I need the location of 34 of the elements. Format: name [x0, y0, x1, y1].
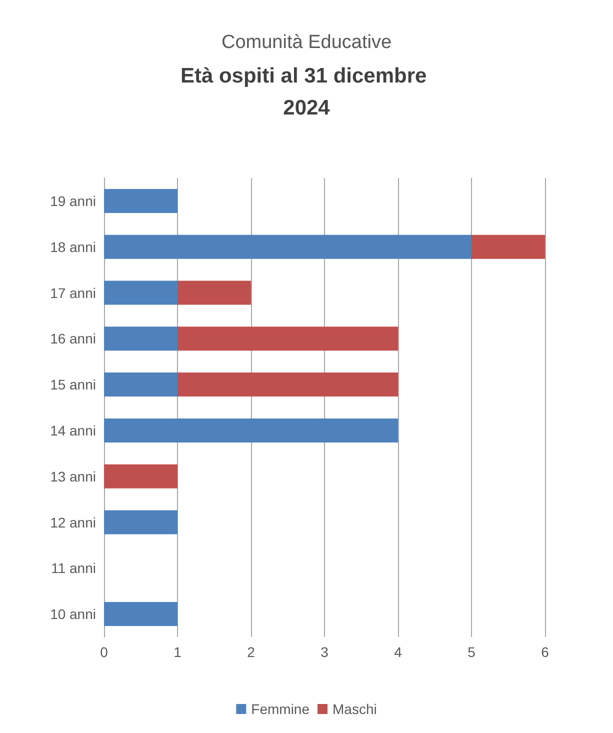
x-tick-label: 1 [174, 644, 182, 660]
y-tick-label: 18 anni [50, 238, 96, 255]
bar [104, 326, 178, 351]
legend-label: Femmine [251, 701, 310, 717]
x-tick-label: 2 [247, 644, 256, 660]
bar [104, 280, 178, 305]
x-tick-label: 0 [100, 644, 108, 660]
x-tick-label: 5 [468, 644, 476, 660]
y-tick-label: 15 anni [50, 376, 96, 393]
y-tick-label: 16 anni [50, 330, 96, 347]
x-tick-label: 4 [394, 644, 402, 660]
chart-title: Comunità Educative [221, 32, 392, 53]
y-tick-label: 11 anni [51, 560, 96, 576]
bar [178, 326, 398, 351]
bar [104, 464, 178, 488]
bar [104, 418, 398, 442]
bar [104, 602, 178, 626]
bar [104, 234, 472, 259]
y-tick-label: 12 anni [50, 514, 96, 530]
legend-label: Maschi [332, 701, 377, 717]
chart-subtitle: Età ospiti al 31 dicembre 2024 [180, 64, 433, 120]
bar [104, 372, 178, 397]
y-tick-label: 14 anni [50, 422, 96, 438]
x-tick-label: 6 [541, 644, 550, 660]
bar [178, 280, 251, 305]
bar [104, 510, 178, 534]
y-tick-label: 17 anni [50, 284, 96, 301]
bar [472, 234, 545, 259]
x-tick-label: 3 [320, 644, 329, 660]
bar [104, 188, 178, 213]
y-tick-label: 10 anni [50, 606, 96, 622]
bar [178, 372, 398, 397]
y-tick-label: 19 anni [50, 192, 96, 209]
y-tick-label: 13 anni [50, 468, 96, 484]
